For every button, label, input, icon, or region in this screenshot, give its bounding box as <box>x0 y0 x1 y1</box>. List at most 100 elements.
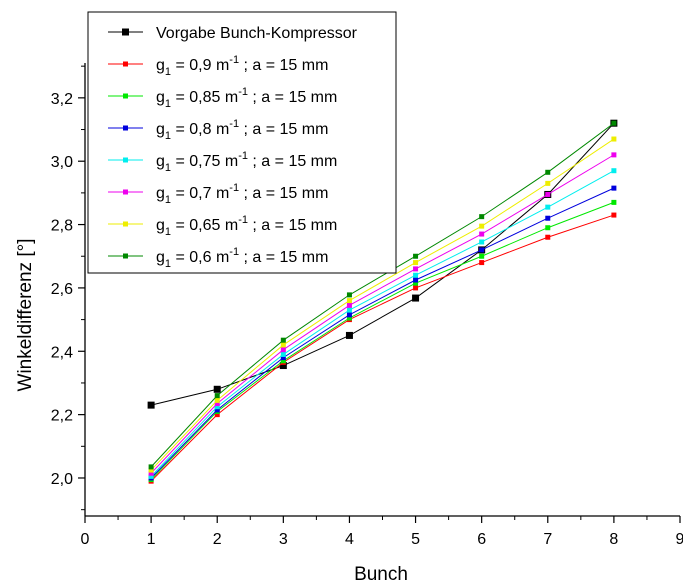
data-point <box>479 253 485 259</box>
data-point <box>346 302 352 308</box>
x-tick-label: 1 <box>147 531 156 548</box>
data-point <box>413 277 419 283</box>
data-point <box>479 260 485 266</box>
y-tick-label: 2,6 <box>51 281 73 298</box>
data-point <box>346 298 352 304</box>
legend-label: g1 = 0,7 m-1 ; a = 15 mm <box>156 182 328 206</box>
data-point <box>148 470 154 476</box>
data-point <box>214 401 220 407</box>
y-tick-label: 2,8 <box>51 218 73 235</box>
data-point <box>280 358 286 364</box>
data-point <box>214 407 220 413</box>
data-point <box>345 331 353 339</box>
x-tick-label: 9 <box>676 531 683 548</box>
data-point <box>280 342 286 348</box>
data-point <box>479 239 485 245</box>
series-line <box>150 214 615 482</box>
legend-item: g1 = 0,85 m-1 ; a = 15 mm <box>108 86 337 110</box>
legend-item: g1 = 0,75 m-1 ; a = 15 mm <box>108 150 337 174</box>
data-point <box>148 467 154 473</box>
data-point <box>611 168 617 174</box>
x-tick-label: 3 <box>279 531 288 548</box>
legend-label: g1 = 0,6 m-1 ; a = 15 mm <box>156 246 328 270</box>
data-point <box>545 191 551 197</box>
data-point <box>346 307 352 313</box>
legend-label: g1 = 0,65 m-1 ; a = 15 mm <box>156 214 337 238</box>
data-point <box>148 473 154 479</box>
data-point <box>611 152 617 158</box>
legend-swatch-marker <box>123 93 128 99</box>
legend-item: g1 = 0,65 m-1 ; a = 15 mm <box>108 214 337 238</box>
data-point <box>545 225 551 231</box>
data-point <box>280 355 286 361</box>
data-point <box>280 347 286 353</box>
data-point <box>279 362 287 370</box>
data-point <box>413 266 419 272</box>
legend-label: g1 = 0,8 m-1 ; a = 15 mm <box>156 118 328 142</box>
x-tick-label: 8 <box>609 531 618 548</box>
legend-swatch-marker <box>123 189 128 195</box>
data-point <box>611 120 617 126</box>
data-point <box>346 292 352 298</box>
data-point <box>611 199 617 205</box>
y-axis-label: Winkeldifferenz [°] <box>15 239 36 392</box>
data-point <box>479 214 485 220</box>
legend-swatch-marker <box>123 157 128 163</box>
series-line <box>150 154 615 474</box>
series-line <box>150 122 615 406</box>
series <box>148 152 617 476</box>
data-point <box>280 351 286 357</box>
data-point <box>479 231 485 237</box>
series-line <box>150 122 615 468</box>
data-point <box>214 404 220 410</box>
legend-label: g1 = 0,75 m-1 ; a = 15 mm <box>156 150 337 174</box>
x-tick-label: 5 <box>411 531 420 548</box>
axes: 0 1 2 3 4 5 6 7 8 9 2,0 2,2 2,4 2,6 2,8 3,0 3,2 <box>51 63 683 548</box>
legend: Vorgabe Bunch-Kompressor g1 = 0,9 m-1 ; a… <box>87 11 397 274</box>
data-point <box>413 272 419 278</box>
series-line <box>150 138 615 471</box>
data-point <box>545 169 551 175</box>
legend-label: g1 = 0,85 m-1 ; a = 15 mm <box>156 86 337 110</box>
data-point <box>413 253 419 259</box>
x-tick-label: 4 <box>345 531 354 548</box>
data-point <box>611 212 617 218</box>
legend-item: g1 = 0,8 m-1 ; a = 15 mm <box>108 118 328 142</box>
data-point <box>545 234 551 240</box>
data-point <box>611 136 617 142</box>
series-line <box>150 201 615 480</box>
y-tick-label: 3,2 <box>51 91 73 108</box>
data-point <box>412 294 420 302</box>
data-point <box>545 215 551 221</box>
data-point <box>479 247 485 253</box>
series <box>148 120 617 470</box>
legend-swatch-marker <box>123 253 128 259</box>
data-point <box>346 312 352 318</box>
legend-item: Vorgabe Bunch-Kompressor <box>108 25 358 42</box>
legend-label: g1 = 0,9 m-1 ; a = 15 mm <box>156 54 328 78</box>
x-tick-label: 2 <box>213 531 222 548</box>
data-point <box>545 180 551 186</box>
x-axis-label: Bunch <box>354 564 408 583</box>
data-point <box>346 315 352 321</box>
data-point <box>280 337 286 343</box>
y-tick-label: 3,0 <box>51 154 73 171</box>
legend-item: g1 = 0,9 m-1 ; a = 15 mm <box>108 54 328 78</box>
data-point <box>214 397 220 403</box>
series <box>148 168 617 479</box>
legend-label: Vorgabe Bunch-Kompressor <box>156 25 358 42</box>
legend-swatch-marker <box>123 221 128 227</box>
data-point <box>413 260 419 266</box>
series-line <box>150 187 615 479</box>
data-point <box>213 385 221 393</box>
series <box>148 136 617 473</box>
data-point <box>611 185 617 191</box>
y-tick-label: 2,4 <box>51 344 73 361</box>
data-point <box>214 393 220 399</box>
data-point <box>545 204 551 210</box>
x-tick-label: 6 <box>477 531 486 548</box>
y-tick-label: 2,2 <box>51 408 73 425</box>
series-line <box>150 170 615 477</box>
data-point <box>148 464 154 470</box>
